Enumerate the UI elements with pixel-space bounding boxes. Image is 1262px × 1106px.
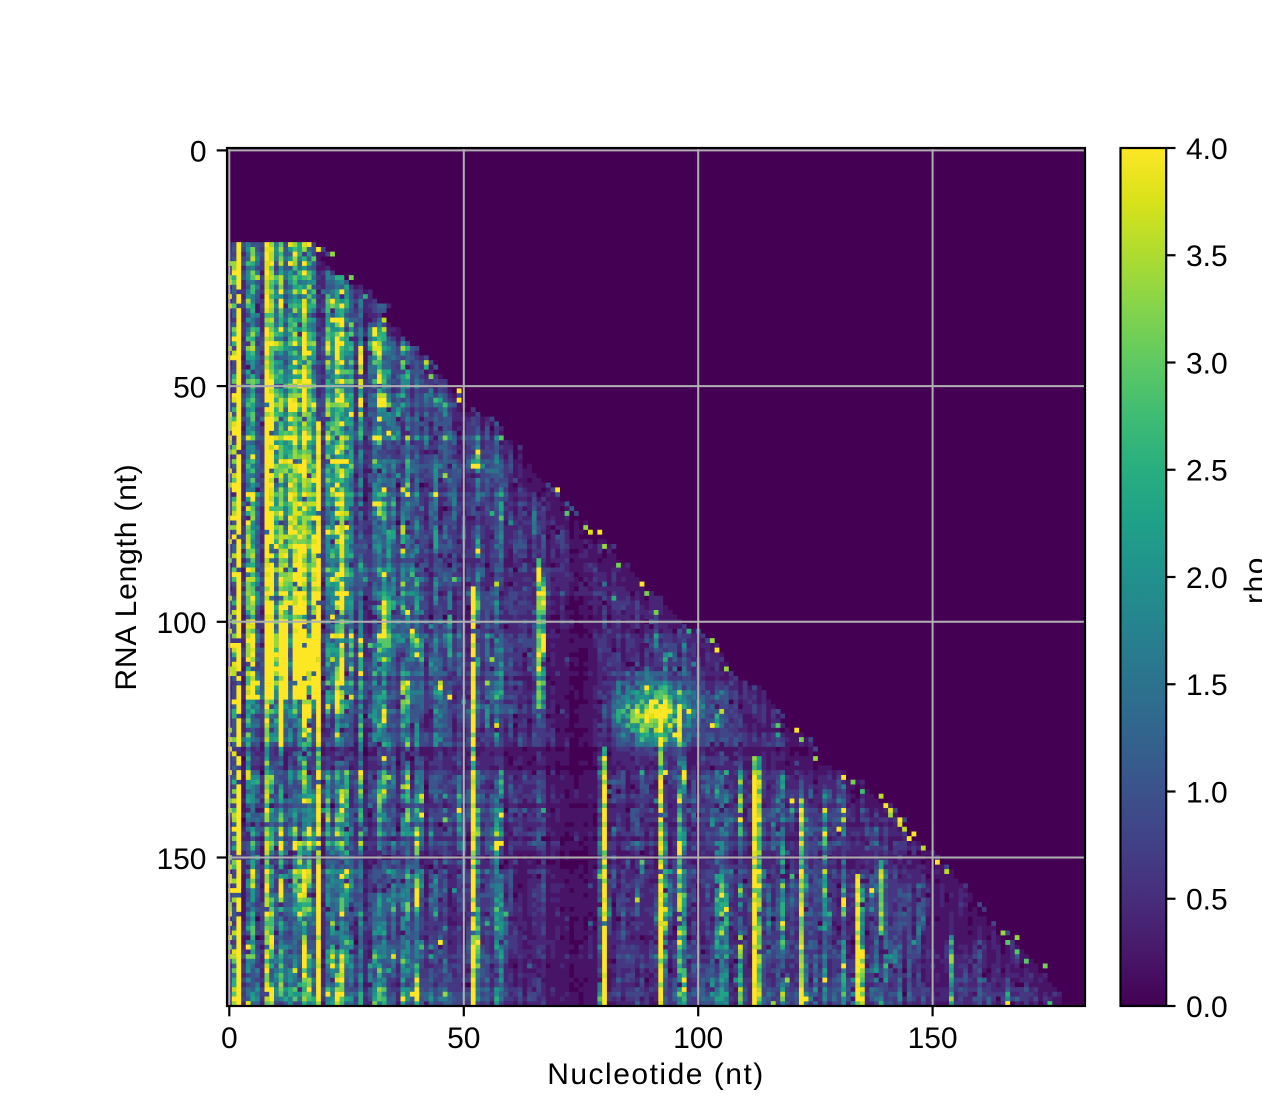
svg-text:100: 100 — [673, 1022, 723, 1055]
svg-text:100: 100 — [156, 607, 206, 640]
svg-text:0.0: 0.0 — [1186, 991, 1228, 1024]
svg-text:1.5: 1.5 — [1186, 669, 1228, 702]
svg-text:0: 0 — [190, 136, 207, 169]
svg-text:4.0: 4.0 — [1186, 133, 1228, 166]
svg-text:3.5: 3.5 — [1186, 240, 1228, 273]
svg-text:3.0: 3.0 — [1186, 347, 1228, 380]
svg-text:150: 150 — [156, 843, 206, 876]
svg-text:Nucleotide (nt): Nucleotide (nt) — [547, 1058, 765, 1091]
svg-text:1.0: 1.0 — [1186, 776, 1228, 809]
svg-text:150: 150 — [908, 1022, 958, 1055]
svg-text:50: 50 — [447, 1022, 480, 1055]
svg-text:rho: rho — [1239, 556, 1262, 604]
svg-text:50: 50 — [173, 371, 206, 404]
svg-text:RNA Length (nt): RNA Length (nt) — [110, 463, 143, 690]
svg-text:2.5: 2.5 — [1186, 455, 1228, 488]
svg-text:2.0: 2.0 — [1186, 562, 1228, 595]
svg-text:0.5: 0.5 — [1186, 884, 1228, 917]
svg-text:0: 0 — [221, 1022, 238, 1055]
